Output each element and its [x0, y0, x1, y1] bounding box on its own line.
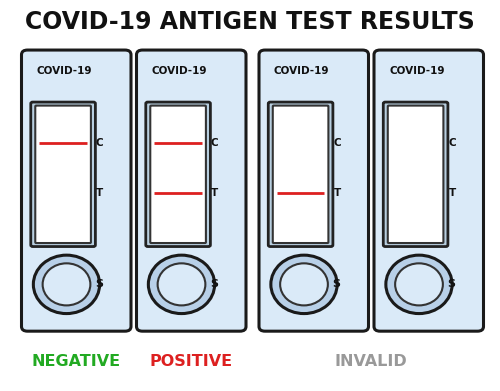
Ellipse shape: [386, 255, 452, 314]
Text: T: T: [96, 188, 103, 198]
FancyBboxPatch shape: [259, 50, 368, 331]
Text: COVID-19: COVID-19: [152, 66, 207, 76]
Ellipse shape: [395, 263, 443, 305]
Text: COVID-19: COVID-19: [389, 66, 444, 76]
Text: C: C: [96, 138, 104, 148]
Text: T: T: [448, 188, 456, 198]
Text: COVID-19: COVID-19: [274, 66, 330, 76]
FancyBboxPatch shape: [273, 106, 328, 243]
Ellipse shape: [148, 255, 214, 314]
FancyBboxPatch shape: [31, 102, 96, 247]
Ellipse shape: [42, 263, 90, 305]
Text: POSITIVE: POSITIVE: [150, 354, 233, 369]
Ellipse shape: [280, 263, 328, 305]
Ellipse shape: [34, 255, 100, 314]
Ellipse shape: [271, 255, 337, 314]
Text: C: C: [334, 138, 341, 148]
Text: S: S: [210, 279, 218, 289]
FancyBboxPatch shape: [374, 50, 484, 331]
Text: T: T: [334, 188, 340, 198]
Text: S: S: [332, 279, 340, 289]
Text: COVID-19 ANTIGEN TEST RESULTS: COVID-19 ANTIGEN TEST RESULTS: [25, 9, 475, 34]
Text: S: S: [448, 279, 456, 289]
FancyBboxPatch shape: [150, 106, 206, 243]
Text: C: C: [211, 138, 218, 148]
FancyBboxPatch shape: [36, 106, 91, 243]
Text: S: S: [95, 279, 103, 289]
FancyBboxPatch shape: [384, 102, 448, 247]
Text: NEGATIVE: NEGATIVE: [32, 354, 121, 369]
Text: C: C: [448, 138, 456, 148]
Text: INVALID: INVALID: [335, 354, 407, 369]
Text: COVID-19: COVID-19: [36, 66, 92, 76]
FancyBboxPatch shape: [146, 102, 210, 247]
FancyBboxPatch shape: [136, 50, 246, 331]
FancyBboxPatch shape: [22, 50, 131, 331]
Text: T: T: [211, 188, 218, 198]
FancyBboxPatch shape: [268, 102, 333, 247]
FancyBboxPatch shape: [388, 106, 444, 243]
Ellipse shape: [158, 263, 206, 305]
